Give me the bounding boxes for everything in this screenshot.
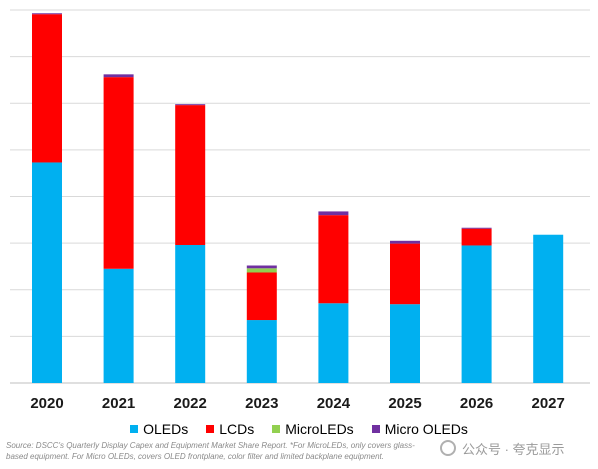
x-tick-label: 2020 [30, 395, 63, 412]
bar-segment-oleds-2020 [32, 162, 62, 383]
bar-segment-lcds-2025 [390, 243, 420, 305]
legend-item: OLEDs [130, 421, 188, 437]
x-tick-label: 2021 [102, 395, 135, 412]
bar-segment-micro-oleds-2026 [461, 227, 492, 229]
legend-label: LCDs [219, 421, 255, 437]
bar-segment-micro-oleds-2021 [103, 74, 134, 78]
bar-segment-micro-oleds-2024 [318, 211, 349, 216]
legend-swatch [371, 425, 380, 433]
legend-item: Micro OLEDs [371, 421, 468, 437]
x-tick-labels: 2020 2021 2022 2023 2024 2025 2026 2027 [30, 395, 565, 412]
gridlines [10, 9, 590, 384]
wechat-icon [440, 440, 456, 456]
x-tick-label: 2023 [245, 395, 278, 412]
bar-segment-lcds-2024 [318, 215, 349, 304]
bar-segment-lcds-2022 [175, 105, 206, 245]
legend-label: MicroLEDs [285, 421, 354, 437]
legend-item: MicroLEDs [272, 421, 354, 437]
legend-item: LCDs [206, 421, 254, 437]
watermark-text: 公众号 · 夸克显示 [462, 441, 565, 457]
stacked-bar-chart: 2020 2021 2022 2023 2024 2025 2026 2027 [10, 9, 590, 412]
x-tick-label: 2027 [532, 395, 565, 412]
bar-segment-micro-oleds-2022 [175, 104, 206, 106]
bar-segment-oleds-2022 [175, 244, 206, 383]
bar-segment-oleds-2027 [533, 234, 564, 383]
bar-segment-oleds-2021 [103, 268, 134, 383]
legend-label: Micro OLEDs [384, 421, 468, 437]
bar-segment-lcds-2021 [103, 77, 134, 269]
legend-swatch [272, 425, 281, 433]
x-tick-label: 2024 [317, 395, 351, 412]
x-tick-label: 2025 [388, 395, 421, 412]
bar-segment-microleds-2023 [246, 268, 277, 273]
source-footnote: Source: DSCC's Quarterly Display Capex a… [6, 441, 415, 461]
bar-segment-lcds-2026 [461, 228, 492, 246]
bar-segment-oleds-2025 [390, 304, 420, 383]
legend-swatch [130, 425, 139, 433]
bar-segment-lcds-2023 [246, 272, 277, 321]
x-tick-label: 2026 [460, 395, 493, 412]
bar-segment-oleds-2024 [318, 303, 349, 383]
bar-segment-oleds-2023 [246, 320, 277, 383]
bar-segment-micro-oleds-2025 [390, 240, 420, 244]
bars [32, 13, 564, 383]
bar-segment-micro-oleds-2023 [246, 265, 277, 269]
legend-label: OLEDs [143, 421, 189, 437]
legend: OLEDs LCDs MicroLEDs Micro OLEDs [0, 420, 598, 438]
bar-segment-lcds-2020 [32, 14, 62, 163]
legend-swatch [206, 425, 215, 433]
bar-segment-micro-oleds-2020 [32, 13, 62, 15]
x-tick-label: 2022 [174, 395, 207, 412]
watermark: 公众号 · 夸克显示 [440, 437, 592, 459]
bar-segment-oleds-2026 [461, 245, 492, 383]
